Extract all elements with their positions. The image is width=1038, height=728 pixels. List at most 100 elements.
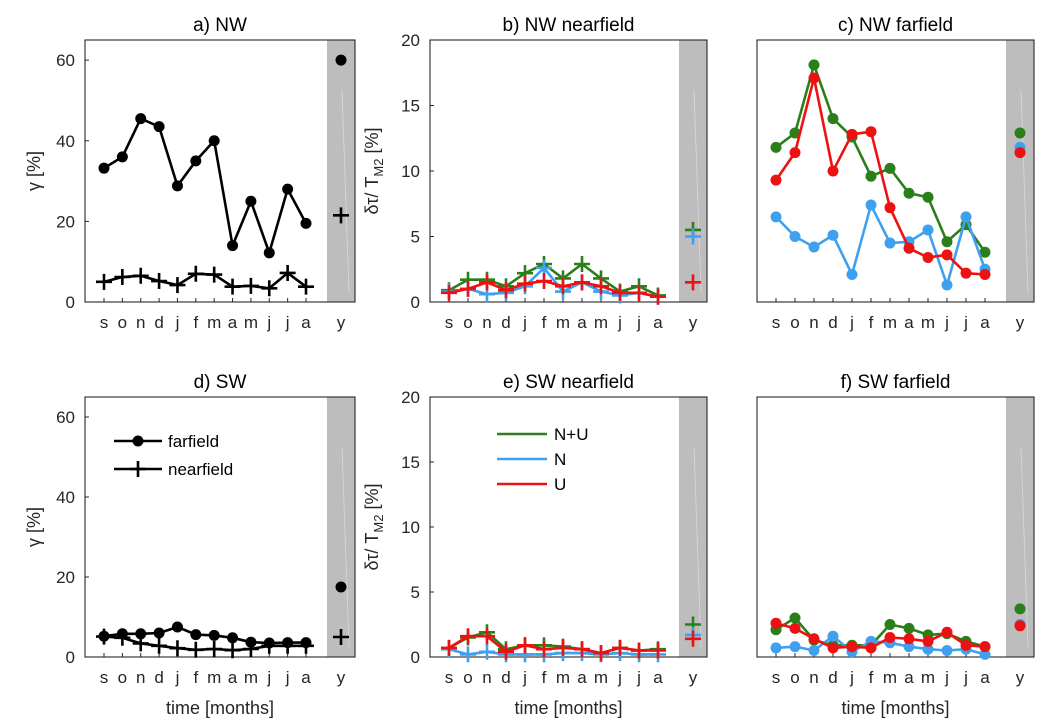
annual-point xyxy=(685,228,701,245)
data-point xyxy=(479,274,495,291)
x-tick-label: j xyxy=(175,668,180,687)
x-tick-label: j xyxy=(636,668,641,687)
x-tick-label: o xyxy=(463,313,472,332)
data-point xyxy=(279,264,296,281)
x-tick-label: d xyxy=(154,313,163,332)
annual-shade xyxy=(1006,397,1034,657)
series-farfield xyxy=(98,54,347,259)
data-point xyxy=(846,268,858,280)
annual-shade xyxy=(679,40,707,302)
annual-shade xyxy=(327,40,355,302)
x-tick-label-annual: y xyxy=(337,313,346,332)
data-point xyxy=(227,240,239,252)
x-tick-label: j xyxy=(266,668,271,687)
panel-title: f) SW farfield xyxy=(841,372,951,393)
legend: farfield nearfield xyxy=(114,432,233,479)
data-point xyxy=(650,642,666,659)
x-axis-label: time [months] xyxy=(841,698,949,718)
annual-point xyxy=(333,629,349,645)
data-point xyxy=(922,224,934,236)
data-point xyxy=(263,247,275,259)
x-tick-label: j xyxy=(522,313,527,332)
x-tick-label: m xyxy=(207,313,221,332)
y-tick-label: 20 xyxy=(56,568,75,587)
y-axis-label: δτ/ TM2 [%] xyxy=(362,128,386,215)
y-tick-label: 0 xyxy=(66,648,75,667)
data-point xyxy=(941,249,953,261)
legend-label: farfield xyxy=(168,432,219,451)
x-tick-label: a xyxy=(301,668,311,687)
data-point xyxy=(865,170,877,182)
y-axis-label-main: δτ/ T xyxy=(362,533,382,571)
data-point xyxy=(98,162,110,174)
x-tick-label: j xyxy=(522,668,527,687)
data-point xyxy=(789,231,801,242)
x-tick-label: m xyxy=(594,668,608,687)
x-tick-label: a xyxy=(577,313,587,332)
data-point xyxy=(789,641,801,653)
data-point xyxy=(922,191,934,203)
data-point xyxy=(979,246,991,258)
x-tick-label: n xyxy=(809,668,818,687)
data-point xyxy=(208,135,220,147)
x-tick-label: s xyxy=(445,313,454,332)
x-tick-label-annual: y xyxy=(689,313,698,332)
data-point xyxy=(631,284,647,301)
annual-point xyxy=(685,630,701,647)
x-tick-label: j xyxy=(963,668,968,687)
x-tick-label: o xyxy=(118,313,127,332)
data-point xyxy=(827,113,839,125)
data-point xyxy=(261,280,278,297)
x-tick-label: a xyxy=(653,668,663,687)
annual-point xyxy=(1014,603,1026,615)
legend-marker xyxy=(130,461,146,477)
panel-title: c) NW farfield xyxy=(838,15,953,36)
data-point xyxy=(865,199,877,211)
data-point xyxy=(96,628,112,645)
shade-highlight xyxy=(341,89,350,293)
x-tick-label: o xyxy=(118,668,127,687)
data-point xyxy=(884,162,896,174)
x-tick-label: f xyxy=(193,313,198,332)
data-point xyxy=(460,280,476,297)
x-tick-label: m xyxy=(556,668,570,687)
data-point xyxy=(517,637,533,654)
annual-point xyxy=(333,207,349,224)
data-point xyxy=(827,229,839,241)
x-tick-label: s xyxy=(100,668,109,687)
annual-point xyxy=(685,274,701,291)
x-tick-label: a xyxy=(904,313,914,332)
data-point xyxy=(282,183,294,195)
data-point xyxy=(536,641,552,658)
data-point xyxy=(261,637,278,654)
data-point xyxy=(460,646,476,663)
y-tick-label: 0 xyxy=(411,293,420,312)
series-line xyxy=(103,117,308,255)
data-point xyxy=(593,645,609,662)
legend-label: N xyxy=(554,450,566,469)
data-point xyxy=(171,180,183,192)
x-tick-label: a xyxy=(228,313,238,332)
x-axis-label: time [months] xyxy=(514,698,622,718)
x-tick-label: n xyxy=(482,668,491,687)
data-point xyxy=(770,141,782,153)
x-tick-label: m xyxy=(207,668,221,687)
data-point xyxy=(922,635,934,647)
x-tick-label: a xyxy=(980,668,990,687)
axes-box xyxy=(84,39,356,303)
x-tick-label: d xyxy=(828,313,837,332)
data-point xyxy=(498,643,514,660)
legend-marker xyxy=(132,435,144,447)
y-axis-label-main: γ [%] xyxy=(24,151,44,191)
x-tick-label: j xyxy=(636,313,641,332)
series-N xyxy=(441,228,701,305)
data-point xyxy=(960,267,972,279)
data-point xyxy=(884,237,896,249)
data-point xyxy=(242,277,259,294)
series-line xyxy=(774,76,986,276)
series-U xyxy=(770,617,1026,654)
x-tick-label: d xyxy=(501,313,510,332)
data-point xyxy=(298,278,314,295)
x-tick-label: j xyxy=(175,313,180,332)
